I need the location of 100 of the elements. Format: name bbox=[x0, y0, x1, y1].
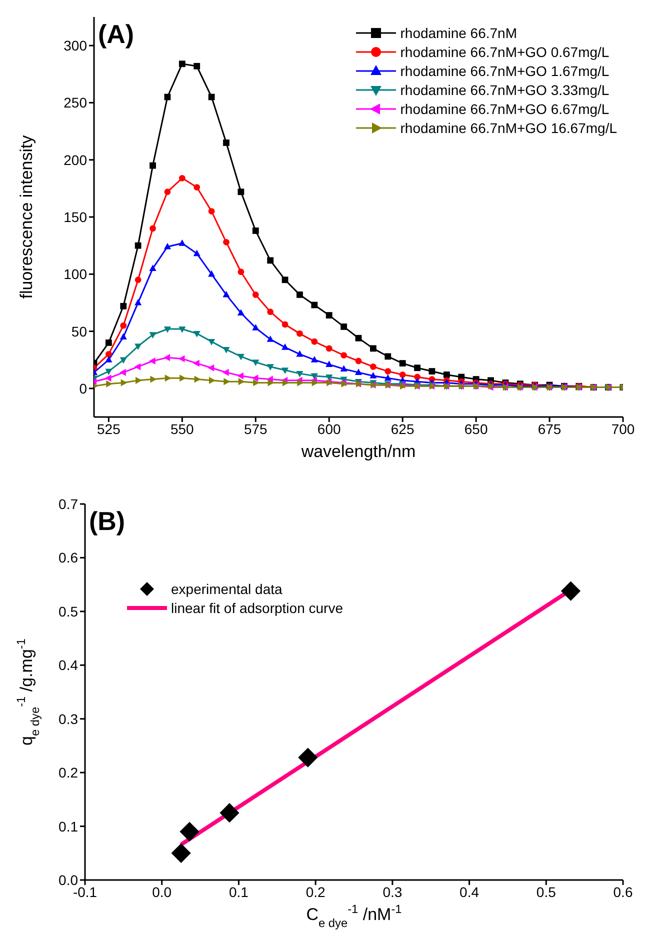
point bbox=[164, 354, 170, 362]
point bbox=[105, 368, 112, 376]
x-tick-label: 0.3 bbox=[382, 884, 402, 900]
x-tick-label: 0.4 bbox=[460, 884, 480, 900]
point bbox=[120, 368, 126, 376]
y-axis-title: fluorescence intensity bbox=[17, 134, 36, 299]
point bbox=[282, 368, 289, 374]
x-tick-label: 0.0 bbox=[152, 884, 172, 900]
y-tick-label: 300 bbox=[64, 38, 88, 54]
point bbox=[134, 298, 142, 306]
point bbox=[149, 264, 156, 271]
point bbox=[296, 371, 304, 378]
point bbox=[267, 308, 274, 316]
point bbox=[222, 290, 230, 298]
point bbox=[296, 350, 304, 357]
point bbox=[148, 357, 156, 365]
point bbox=[105, 350, 112, 358]
x-axis-title: C$_{e dye}$$^{-1}$ /nM$^{-1}$ bbox=[306, 902, 402, 930]
legend-label: rhodamine 66.7nM bbox=[400, 24, 517, 40]
x-tick-label: 650 bbox=[464, 420, 488, 437]
point bbox=[193, 331, 200, 338]
point bbox=[560, 581, 581, 601]
point bbox=[282, 343, 289, 350]
point bbox=[355, 334, 362, 342]
point bbox=[238, 268, 244, 276]
x-tick-label: 0.1 bbox=[228, 884, 249, 900]
y-tick-label: 250 bbox=[64, 94, 88, 111]
y-tick-label: 0 bbox=[79, 380, 88, 396]
point bbox=[370, 372, 377, 378]
point bbox=[428, 368, 436, 374]
point bbox=[193, 250, 200, 256]
point bbox=[149, 332, 156, 339]
point bbox=[178, 60, 186, 68]
x-tick-label: 625 bbox=[390, 420, 414, 437]
y-tick-label: 50 bbox=[71, 323, 88, 340]
point bbox=[311, 302, 318, 308]
point bbox=[105, 356, 112, 362]
point bbox=[208, 364, 214, 372]
point bbox=[208, 339, 216, 346]
point bbox=[222, 368, 229, 376]
point bbox=[310, 356, 318, 362]
point bbox=[252, 374, 258, 382]
point bbox=[222, 347, 230, 354]
point bbox=[194, 184, 200, 190]
point bbox=[180, 822, 200, 842]
x-tick-label: 525 bbox=[97, 420, 121, 437]
point bbox=[164, 326, 171, 333]
point bbox=[384, 374, 392, 381]
point bbox=[252, 360, 260, 366]
point bbox=[238, 378, 245, 386]
x-tick-label: 675 bbox=[538, 420, 562, 437]
point bbox=[340, 365, 348, 372]
point bbox=[134, 276, 142, 284]
x-axis-title: wavelength/nm bbox=[300, 442, 416, 461]
point bbox=[252, 292, 259, 298]
y-tick-label: 0.7 bbox=[58, 496, 78, 512]
y-tick-label: 0.6 bbox=[58, 550, 78, 566]
point bbox=[194, 62, 200, 70]
legend-label: rhodamine 66.7nM+GO 16.67mg/L bbox=[400, 120, 617, 136]
point bbox=[399, 372, 406, 378]
point bbox=[414, 364, 420, 372]
point bbox=[208, 270, 216, 277]
point bbox=[134, 344, 142, 350]
x-tick-label: 700 bbox=[611, 420, 635, 437]
point bbox=[164, 374, 172, 382]
point bbox=[208, 208, 215, 214]
point bbox=[414, 374, 420, 380]
point bbox=[134, 242, 142, 249]
point bbox=[340, 352, 348, 358]
point bbox=[399, 360, 406, 366]
legend-label: rhodamine 66.7nM+GO 3.33mg/L bbox=[400, 82, 610, 98]
annotation: (A) bbox=[98, 19, 134, 50]
point bbox=[252, 324, 260, 330]
point bbox=[266, 335, 274, 342]
point bbox=[310, 373, 318, 380]
point bbox=[178, 326, 186, 333]
point bbox=[296, 292, 303, 298]
annotation: (B) bbox=[89, 506, 126, 537]
point bbox=[282, 276, 288, 284]
point bbox=[298, 748, 318, 768]
point bbox=[326, 345, 332, 352]
point bbox=[296, 330, 303, 337]
point bbox=[311, 338, 318, 345]
point bbox=[180, 374, 186, 382]
point bbox=[120, 322, 127, 329]
point bbox=[136, 376, 142, 384]
x-tick-label: 550 bbox=[170, 420, 194, 437]
point bbox=[355, 358, 362, 364]
y-tick-label: 0.5 bbox=[58, 603, 78, 620]
point bbox=[178, 355, 185, 362]
point bbox=[120, 357, 127, 364]
point bbox=[120, 302, 127, 310]
point bbox=[340, 324, 348, 330]
point bbox=[171, 843, 191, 863]
point bbox=[164, 242, 171, 250]
point bbox=[238, 188, 244, 196]
point bbox=[237, 309, 244, 316]
point bbox=[384, 353, 392, 360]
point bbox=[104, 374, 112, 382]
y-tick-label: 150 bbox=[64, 208, 88, 225]
